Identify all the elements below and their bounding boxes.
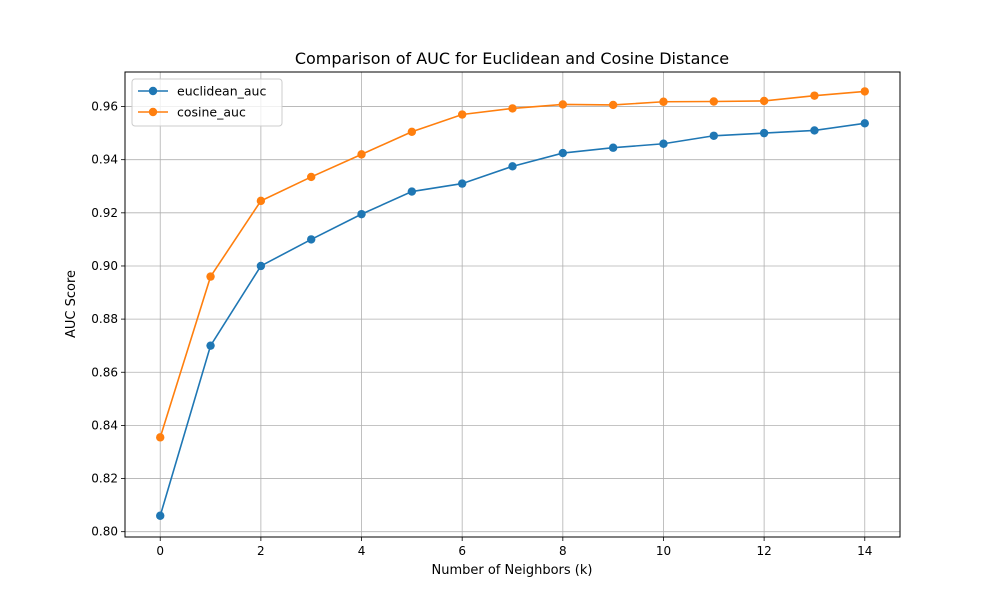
y-tick-label: 0.80 <box>91 525 118 539</box>
data-point-cosine_auc <box>256 196 266 206</box>
data-point-cosine_auc <box>156 433 165 442</box>
data-point-euclidean_auc <box>759 128 769 138</box>
data-point-cosine_auc <box>860 87 869 96</box>
data-point-euclidean_auc <box>810 126 819 135</box>
x-tick-label: 12 <box>756 544 771 558</box>
series-layer <box>156 87 869 520</box>
data-point-euclidean_auc <box>357 209 366 219</box>
data-point-euclidean_auc <box>608 143 618 152</box>
data-point-cosine_auc <box>457 110 467 119</box>
x-tick-label: 2 <box>257 544 265 558</box>
y-tick-label: 0.88 <box>91 312 118 326</box>
data-point-euclidean_auc <box>407 187 417 196</box>
data-point-cosine_auc <box>659 97 668 106</box>
data-point-euclidean_auc <box>307 235 316 244</box>
y-tick-label: 0.82 <box>91 472 118 486</box>
y-tick-label: 0.86 <box>91 365 118 379</box>
x-tick-label: 4 <box>358 544 366 558</box>
data-point-euclidean_auc <box>860 119 869 128</box>
legend-marker-euclidean_auc <box>148 86 158 96</box>
data-point-cosine_auc <box>709 97 718 106</box>
x-axis-label: Number of Neighbors (k) <box>432 563 593 578</box>
data-point-cosine_auc <box>759 96 769 106</box>
data-point-cosine_auc <box>508 104 517 113</box>
grid-lines <box>125 72 900 537</box>
data-point-cosine_auc <box>810 91 819 100</box>
data-point-euclidean_auc <box>659 139 668 148</box>
y-tick-label: 0.84 <box>91 418 118 432</box>
y-tick-label: 0.96 <box>91 100 118 114</box>
data-point-euclidean_auc <box>709 131 718 140</box>
data-point-euclidean_auc <box>508 162 517 171</box>
x-tick-label: 6 <box>458 544 466 558</box>
data-point-euclidean_auc <box>206 341 215 350</box>
data-point-euclidean_auc <box>558 148 568 158</box>
data-point-cosine_auc <box>307 172 316 182</box>
x-tick-label: 8 <box>559 544 567 558</box>
y-tick-label: 0.94 <box>91 153 118 167</box>
x-tick-label: 14 <box>857 544 872 558</box>
legend-label-cosine_auc: cosine_auc <box>177 105 246 120</box>
data-point-euclidean_auc <box>156 511 165 520</box>
legend: euclidean_auc cosine_auc <box>131 78 283 127</box>
data-point-cosine_auc <box>357 150 366 159</box>
y-axis-label: AUC Score <box>64 270 79 338</box>
legend-marker-cosine_auc <box>148 107 158 117</box>
x-tick-label: 10 <box>656 544 671 558</box>
data-point-euclidean_auc <box>256 261 266 271</box>
y-tick-label: 0.92 <box>91 206 118 220</box>
plot-frame <box>124 71 901 538</box>
y-tick-label: 0.90 <box>91 259 118 273</box>
data-point-cosine_auc <box>206 272 215 281</box>
data-point-cosine_auc <box>608 100 618 110</box>
data-point-euclidean_auc <box>457 179 467 188</box>
axis-ticks: 0 2 4 6 8 10 12 14 0.80 0.82 0.84 0.86 0.88 0.90 0.92 0… <box>91 100 872 558</box>
x-tick-label: 0 <box>156 544 164 558</box>
data-point-cosine_auc <box>407 127 417 136</box>
data-point-cosine_auc <box>558 100 568 109</box>
legend-box <box>131 78 283 127</box>
legend-label-euclidean_auc: euclidean_auc <box>177 84 266 99</box>
chart-title: Comparison of AUC for Euclidean and Cosi… <box>295 49 729 68</box>
